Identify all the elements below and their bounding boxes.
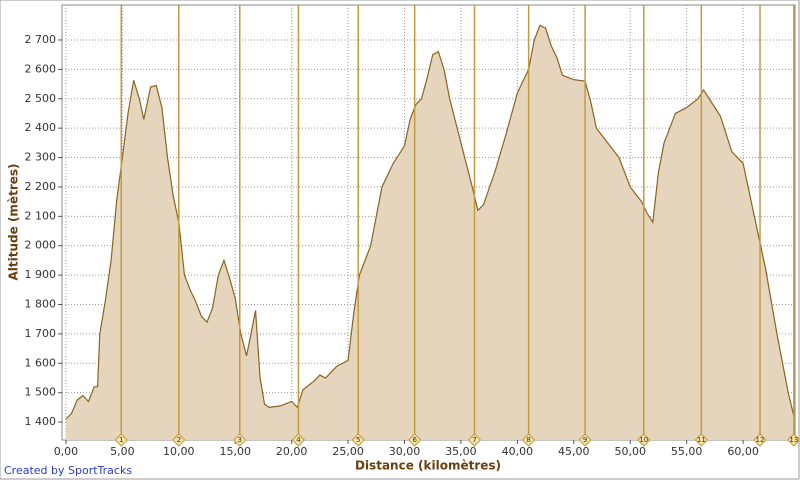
marker-label: 10 [639, 436, 648, 444]
marker-badge [351, 433, 365, 447]
marker-label: 4 [296, 436, 301, 444]
y-axis-label: Altitude (mètres) [7, 164, 21, 281]
x-tick-label: 30,00 [389, 445, 421, 458]
y-tick-label: 1 700 [25, 327, 57, 340]
marker-badge [467, 433, 482, 447]
x-tick-label: 35,00 [445, 445, 477, 458]
marker-badge [753, 433, 767, 447]
marker-badge [172, 433, 186, 447]
x-tick-label: 20,00 [276, 445, 308, 458]
marker-label: 9 [583, 436, 587, 444]
y-tick-label: 2 600 [25, 62, 57, 75]
y-tick-label: 1 500 [25, 386, 57, 399]
marker-label: 5 [356, 436, 360, 444]
marker-badge [637, 433, 651, 447]
marker-label: 2 [177, 436, 181, 444]
marker-badge [291, 433, 306, 447]
x-tick-label: 10,00 [163, 445, 195, 458]
marker-badge [233, 433, 247, 447]
x-tick-label: 0,00 [54, 445, 79, 458]
marker-badge [114, 433, 128, 447]
marker-label: 13 [789, 436, 798, 444]
area [65, 25, 794, 441]
y-tick-label: 1 400 [25, 415, 57, 428]
x-tick-label: 55,00 [671, 445, 703, 458]
y-tick-label: 1 900 [25, 268, 57, 281]
x-tick-label: 15,00 [219, 445, 251, 458]
y-tick-label: 2 200 [25, 180, 57, 193]
marker-label: 12 [756, 436, 765, 444]
marker-badge [787, 433, 800, 447]
marker-badge [407, 433, 422, 447]
x-tick-label: 60,00 [727, 445, 759, 458]
y-tick-label: 2 400 [25, 121, 57, 134]
y-tick-label: 1 600 [25, 356, 57, 369]
x-tick-label: 45,00 [558, 445, 590, 458]
marker-label: 3 [238, 436, 242, 444]
y-tick-label: 2 300 [25, 151, 57, 164]
y-tick-label: 2 700 [25, 33, 57, 46]
credit: Created by SportTracks [4, 464, 132, 477]
x-tick-label: 50,00 [614, 445, 646, 458]
x-tick-label: 25,00 [332, 445, 364, 458]
marker-badge [521, 433, 536, 447]
marker-badge [578, 433, 592, 447]
marker-label: 7 [472, 436, 476, 444]
y-tick-label: 2 500 [25, 92, 57, 105]
marker-label: 6 [412, 436, 417, 444]
y-tick-label: 2 100 [25, 209, 57, 222]
x-axis-label: Distance (kilomètres) [355, 459, 501, 473]
marker-badge [694, 433, 709, 447]
x-tick-label: 40,00 [502, 445, 534, 458]
y-tick-label: 2 000 [25, 239, 57, 252]
marker-label: 11 [697, 436, 706, 444]
marker-label: 1 [119, 436, 123, 444]
marker-label: 8 [526, 436, 530, 444]
x-tick-label: 5,00 [110, 445, 135, 458]
y-tick-label: 1 800 [25, 298, 57, 311]
